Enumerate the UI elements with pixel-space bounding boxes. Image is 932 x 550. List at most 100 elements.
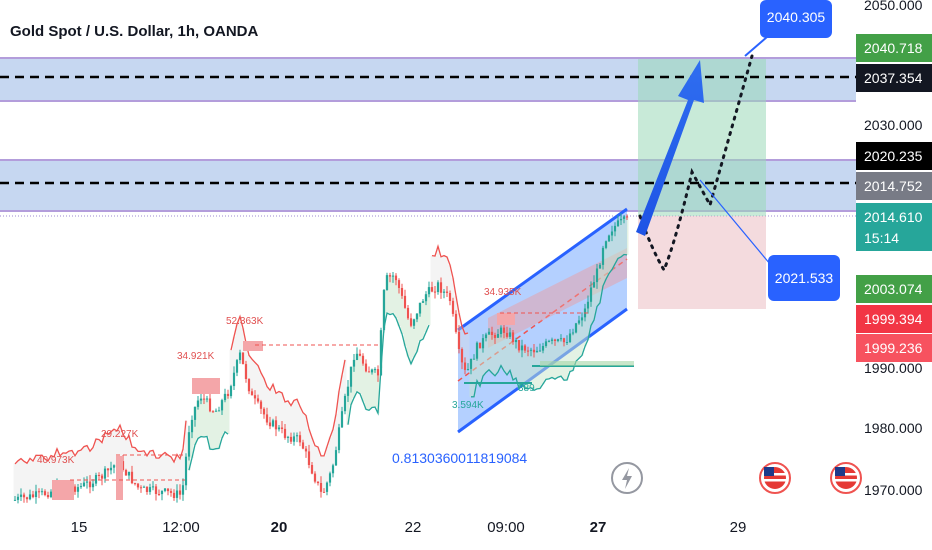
indicator-shade (472, 358, 476, 397)
fib-annotation: 0.8130360011819084 (392, 450, 527, 466)
candle-body (265, 414, 269, 423)
indicator-shade (502, 332, 506, 371)
indicator-shade (508, 332, 512, 371)
volume-block-5 (497, 313, 515, 325)
indicator-shade (277, 391, 281, 428)
indicator-shade (466, 333, 470, 369)
x-tick-2: 20 (271, 519, 288, 536)
indicator-shade (67, 451, 71, 488)
candle-body (331, 465, 335, 474)
indicator-shade (388, 276, 392, 315)
candle-body (193, 406, 197, 420)
indicator-shade (286, 400, 290, 437)
time-axis[interactable] (0, 508, 856, 550)
indicator-shade (610, 231, 614, 270)
candle-body (46, 495, 50, 498)
candle-body (130, 471, 134, 484)
candle-body (625, 216, 629, 218)
candle-body (292, 436, 296, 442)
candle-body (541, 346, 545, 351)
indicator-shade (106, 434, 110, 471)
candle-body (49, 491, 53, 497)
candle-body (322, 491, 326, 493)
indicator-shade (367, 372, 371, 411)
indicator-shade (34, 455, 38, 492)
candle-body (340, 411, 344, 428)
candle-body (298, 435, 302, 443)
candle-body (256, 398, 260, 402)
indicator-shade (211, 411, 215, 450)
candle-body (37, 491, 41, 493)
lightning-icon[interactable] (611, 462, 643, 494)
candle-body (157, 494, 161, 495)
price-pill-7 (856, 334, 932, 362)
us-flag-icon[interactable] (759, 462, 791, 494)
projection-dotted-path (638, 54, 754, 274)
indicator-shade (391, 275, 395, 314)
candle-body (229, 386, 233, 397)
candle-body (271, 420, 275, 427)
candle-body (505, 332, 509, 337)
price-pill-5 (856, 275, 932, 303)
candle-body (76, 487, 80, 492)
candle-body (277, 427, 281, 430)
candle-body (100, 475, 104, 479)
indicator-shade (175, 454, 179, 491)
callout-2021[interactable]: 2021.533 (768, 255, 840, 301)
candle-body (553, 339, 557, 341)
volume-block-4 (243, 341, 263, 351)
candle-body (511, 332, 515, 342)
candle-body (535, 350, 539, 353)
candle-body (613, 225, 617, 232)
x-tick-6: 29 (730, 519, 747, 536)
us-flag-icon[interactable] (830, 462, 862, 494)
stop-zone (638, 216, 766, 309)
us-flag-icon-1-stripe-a (764, 473, 786, 476)
candle-body (547, 340, 551, 342)
indicator-shade (460, 326, 464, 363)
indicator-shade (334, 414, 338, 451)
indicator-shade (130, 447, 134, 484)
callout-2021-text: 2021.533 (775, 270, 834, 286)
candle-body (301, 442, 305, 449)
indicator-shade (61, 452, 65, 489)
candle-body (139, 487, 143, 489)
indicator-shade (337, 391, 341, 428)
indicator-shade (355, 353, 359, 392)
indicator-shade (586, 301, 590, 340)
candle-body (16, 496, 20, 500)
candle-body (109, 467, 113, 471)
indicator-shade (118, 425, 122, 462)
indicator-shade (304, 415, 308, 452)
indicator-shade (547, 340, 551, 379)
candle-body (220, 400, 224, 411)
candle-body (238, 352, 242, 361)
callout-2040-box (760, 0, 832, 38)
candle-body (442, 291, 446, 293)
vol-label-6: 3.594K (452, 400, 484, 411)
candle-body (217, 410, 221, 412)
indicator-shade (571, 332, 575, 371)
price-pill-3 (856, 172, 932, 200)
candle-body (34, 491, 38, 497)
candle-body (619, 218, 623, 221)
candle-body (406, 307, 410, 319)
candle-body (493, 335, 497, 338)
vol-label-7: 389 (518, 383, 535, 394)
callout-2040[interactable]: 2040.305 (760, 0, 832, 38)
candle-body (523, 345, 527, 351)
indicator-shade (517, 350, 521, 389)
indicator-shade (136, 451, 140, 488)
indicator-shade (553, 341, 557, 380)
indicator-shade (100, 442, 104, 479)
indicator-shade (436, 246, 440, 283)
indicator-shade (469, 358, 473, 397)
indicator-shade (532, 352, 536, 391)
candle-body (202, 398, 206, 400)
candle-body (448, 293, 452, 301)
callout-pointer-lower (699, 179, 776, 271)
indicator-shade (88, 451, 92, 488)
indicator-shade (580, 317, 584, 356)
